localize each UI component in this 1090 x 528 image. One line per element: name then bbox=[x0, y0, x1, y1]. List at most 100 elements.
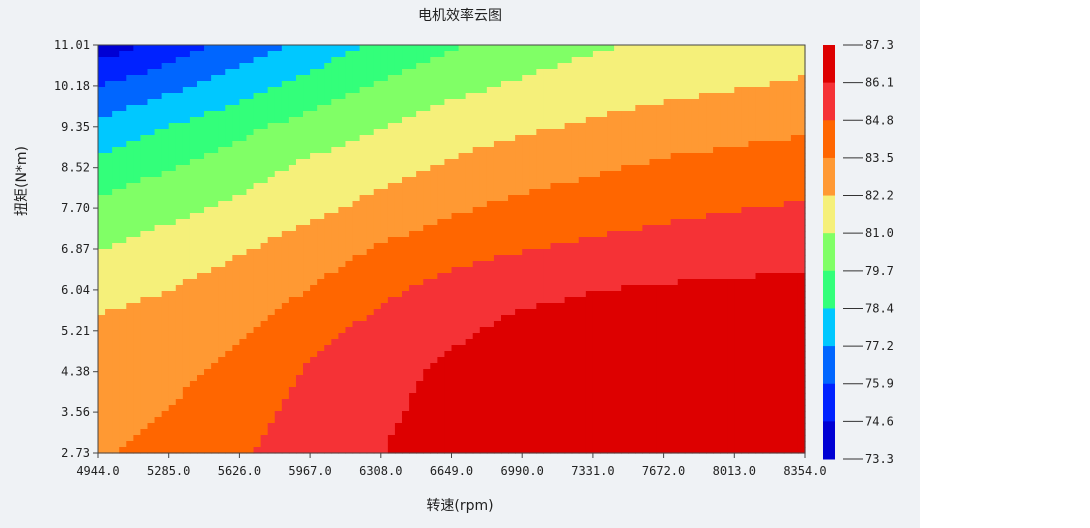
heatmap-cell bbox=[380, 255, 389, 262]
heatmap-cell bbox=[557, 105, 566, 112]
heatmap-cell bbox=[338, 81, 347, 88]
heatmap-cell bbox=[416, 315, 424, 322]
heatmap-cell bbox=[310, 243, 318, 250]
heatmap-cell bbox=[465, 57, 474, 64]
heatmap-cell bbox=[486, 327, 495, 334]
heatmap-cell bbox=[656, 57, 665, 64]
heatmap-cell bbox=[706, 93, 714, 100]
heatmap-cell bbox=[557, 201, 566, 208]
heatmap-cell bbox=[479, 147, 488, 154]
heatmap-cell bbox=[204, 105, 212, 112]
heatmap-cell bbox=[790, 237, 799, 244]
heatmap-cell bbox=[621, 273, 629, 280]
heatmap-cell bbox=[416, 243, 424, 250]
heatmap-cell bbox=[303, 105, 311, 112]
heatmap-cell bbox=[486, 321, 495, 328]
heatmap-cell bbox=[189, 45, 198, 52]
heatmap-cell bbox=[140, 291, 149, 298]
heatmap-cell bbox=[331, 237, 339, 244]
heatmap-cell bbox=[599, 219, 608, 226]
heatmap-cell bbox=[260, 201, 269, 208]
heatmap-cell bbox=[218, 249, 226, 256]
heatmap-cell bbox=[387, 219, 396, 226]
heatmap-cell bbox=[331, 249, 339, 256]
heatmap-cell bbox=[161, 279, 170, 286]
heatmap-cell bbox=[557, 57, 566, 64]
heatmap-cell bbox=[557, 273, 566, 280]
heatmap-cell bbox=[119, 135, 127, 142]
heatmap-cell bbox=[670, 273, 679, 280]
heatmap-cell bbox=[423, 159, 431, 166]
heatmap-cell bbox=[260, 315, 269, 322]
heatmap-cell bbox=[260, 75, 269, 82]
heatmap-cell bbox=[677, 69, 686, 76]
heatmap-cell bbox=[317, 333, 325, 340]
heatmap-cell bbox=[331, 117, 339, 124]
heatmap-cell bbox=[656, 189, 665, 196]
heatmap-cell bbox=[437, 189, 446, 196]
heatmap-cell bbox=[522, 123, 530, 130]
heatmap-cell bbox=[196, 297, 205, 304]
heatmap-cell bbox=[571, 171, 580, 178]
heatmap-cell bbox=[239, 129, 248, 136]
heatmap-cell bbox=[112, 69, 120, 76]
heatmap-cell bbox=[599, 249, 608, 256]
heatmap-cell bbox=[112, 153, 120, 160]
heatmap-cell bbox=[168, 297, 177, 304]
heatmap-cell bbox=[599, 69, 608, 76]
heatmap-cell bbox=[161, 249, 170, 256]
heatmap-cell bbox=[762, 303, 771, 310]
heatmap-cell bbox=[663, 327, 672, 334]
heatmap-cell bbox=[748, 159, 757, 166]
heatmap-cell bbox=[373, 207, 382, 214]
heatmap-cell bbox=[677, 141, 686, 148]
heatmap-cell bbox=[628, 159, 636, 166]
heatmap-cell bbox=[239, 333, 248, 340]
heatmap-cell bbox=[797, 315, 806, 322]
heatmap-cell bbox=[345, 141, 354, 148]
heatmap-cell bbox=[218, 57, 226, 64]
heatmap-cell bbox=[126, 69, 134, 76]
heatmap-cell bbox=[196, 81, 205, 88]
heatmap-cell bbox=[373, 51, 382, 58]
heatmap-cell bbox=[295, 69, 304, 76]
heatmap-cell bbox=[119, 321, 127, 328]
heatmap-cell bbox=[684, 273, 693, 280]
heatmap-cell bbox=[196, 117, 205, 124]
heatmap-cell bbox=[684, 261, 693, 268]
heatmap-cell bbox=[508, 225, 516, 232]
heatmap-cell bbox=[288, 309, 297, 316]
heatmap-cell bbox=[133, 201, 142, 208]
heatmap-cell bbox=[204, 51, 212, 58]
heatmap-cell bbox=[536, 309, 545, 316]
heatmap-cell bbox=[267, 81, 276, 88]
heatmap-cell bbox=[706, 303, 714, 310]
heatmap-cell bbox=[387, 171, 396, 178]
heatmap-cell bbox=[515, 333, 523, 340]
heatmap-cell bbox=[508, 273, 516, 280]
heatmap-cell bbox=[423, 75, 431, 82]
heatmap-cell bbox=[303, 333, 311, 340]
heatmap-cell bbox=[105, 219, 113, 226]
heatmap-cell bbox=[345, 189, 354, 196]
heatmap-cell bbox=[168, 69, 177, 76]
heatmap-cell bbox=[649, 117, 658, 124]
heatmap-cell bbox=[211, 159, 219, 166]
heatmap-cell bbox=[409, 219, 417, 226]
heatmap-cell bbox=[112, 255, 120, 262]
heatmap-cell bbox=[698, 237, 707, 244]
heatmap-cell bbox=[755, 255, 764, 262]
heatmap-cell bbox=[133, 147, 142, 154]
heatmap-cell bbox=[790, 183, 799, 190]
heatmap-cell bbox=[755, 99, 764, 106]
heatmap-cell bbox=[232, 63, 240, 70]
heatmap-cell bbox=[105, 303, 113, 310]
heatmap-cell bbox=[493, 279, 502, 286]
heatmap-cell bbox=[189, 87, 198, 94]
heatmap-cell bbox=[500, 255, 509, 262]
heatmap-cell bbox=[437, 273, 446, 280]
heatmap-cell bbox=[105, 99, 113, 106]
heatmap-cell bbox=[578, 159, 587, 166]
heatmap-cell bbox=[451, 171, 460, 178]
heatmap-cell bbox=[288, 57, 297, 64]
